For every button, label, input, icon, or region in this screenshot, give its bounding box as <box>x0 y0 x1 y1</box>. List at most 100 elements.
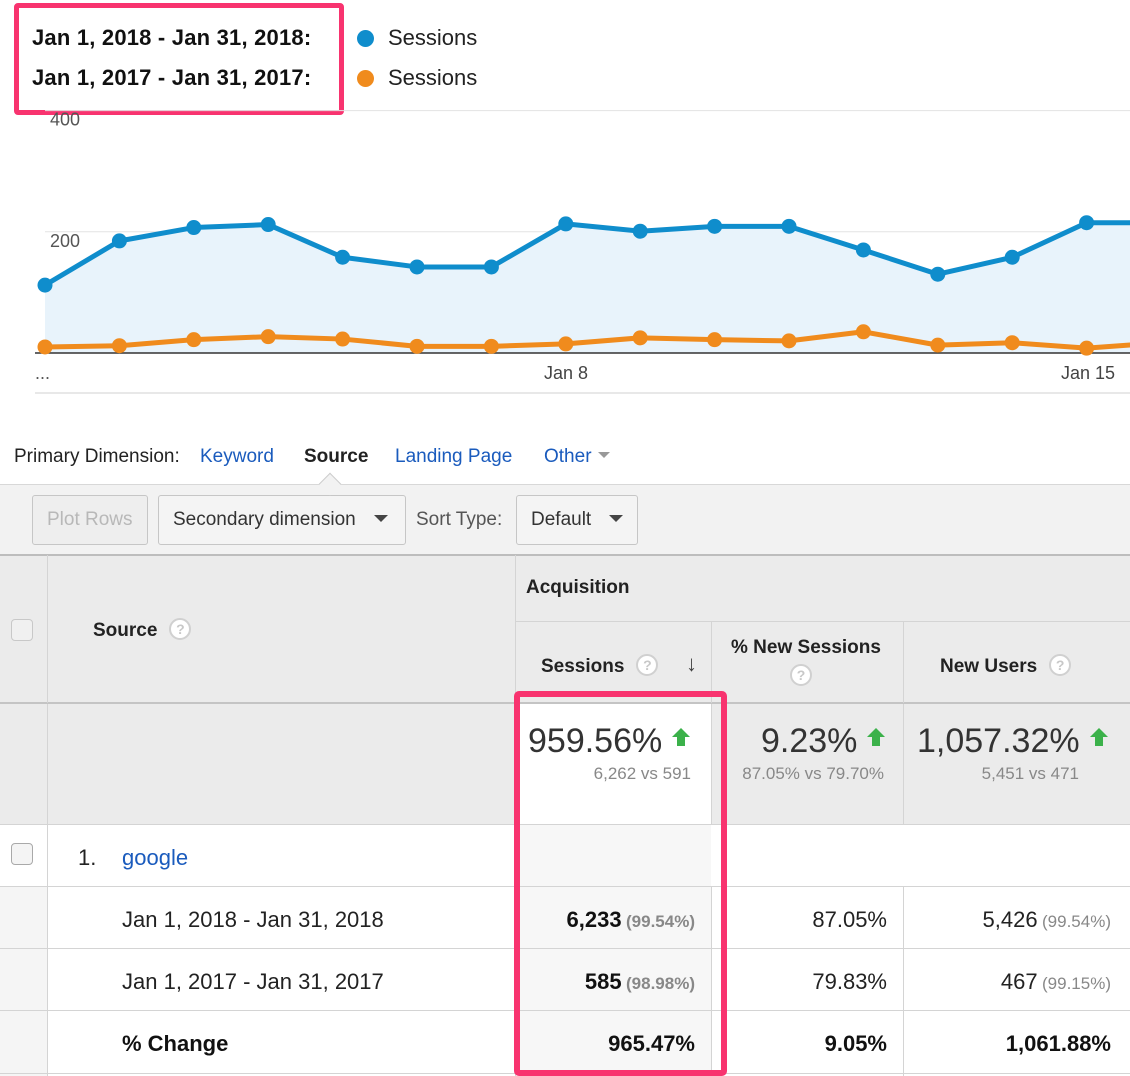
col-divider <box>711 704 712 825</box>
sort-descending-icon[interactable]: ↓ <box>686 651 697 676</box>
data-point-previous <box>558 336 574 352</box>
help-icon[interactable]: ? <box>790 664 812 686</box>
sessions-2018: 6,233 (99.54%) <box>567 907 696 933</box>
tab-other[interactable]: Other <box>544 446 610 468</box>
new-users-header-label: New Users <box>940 656 1038 677</box>
sessions-2018-pct: (99.54%) <box>626 912 695 931</box>
sessions-2017-value: 585 <box>584 969 622 994</box>
sessions-line-chart: 400 200... Jan 8 Jan 15 <box>35 110 1130 394</box>
row-checkbox[interactable] <box>11 843 33 865</box>
legend-date-range-previous: Jan 1, 2017 - Jan 31, 2017: <box>32 65 312 90</box>
total-sessions-value: 959.56% <box>528 722 663 760</box>
row-divider <box>0 886 1130 887</box>
legend-highlight-box <box>14 3 344 115</box>
group-divider <box>515 621 1130 622</box>
sub-row-label-2018: Jan 1, 2018 - Jan 31, 2018 <box>122 907 384 932</box>
arrow-up-icon <box>867 728 886 746</box>
secondary-dimension-dropdown[interactable]: Secondary dimension <box>158 495 406 545</box>
total-new-users-change: 1,057.32% <box>917 722 1108 761</box>
data-point-previous <box>335 331 351 347</box>
tab-source[interactable]: Source <box>304 446 369 467</box>
total-new-sessions-compare: 87.05% vs 79.70% <box>742 764 884 783</box>
col-divider <box>903 621 904 703</box>
legend-metric-previous: Sessions <box>388 65 478 90</box>
arrow-up-icon <box>1089 728 1108 746</box>
sub-sessions-column <box>515 887 711 1076</box>
sub-row-label-2017: Jan 1, 2017 - Jan 31, 2017 <box>122 969 384 994</box>
totals-sessions-cell <box>515 704 711 825</box>
col-divider <box>711 621 712 703</box>
select-all-checkbox[interactable] <box>11 619 33 641</box>
col-divider <box>903 704 904 825</box>
data-point-previous <box>37 339 53 355</box>
new-users-column-header[interactable]: New Users? <box>940 654 1072 678</box>
data-point-previous <box>930 337 946 353</box>
legend-dot-current-icon <box>357 30 374 47</box>
new-users-2018: 5,426 (99.54%) <box>983 907 1112 933</box>
x-tick-label: Jan 8 <box>544 363 588 383</box>
data-point-current <box>483 259 499 275</box>
col-divider <box>47 555 48 703</box>
sort-type-value: Default <box>531 509 592 530</box>
chevron-down-icon <box>597 452 610 458</box>
row-index: 1. <box>78 845 97 870</box>
x-tick-label: ... <box>35 363 50 383</box>
col-divider <box>711 887 712 1076</box>
data-point-previous <box>707 332 723 348</box>
tab-other-label: Other <box>544 446 592 467</box>
data-point-current <box>409 259 425 275</box>
chart-legend: Jan 1, 2018 - Jan 31, 2018: Jan 1, 2017 … <box>14 3 614 115</box>
source-link-google[interactable]: google <box>122 845 189 870</box>
google-sessions-cell <box>515 825 711 887</box>
help-icon[interactable]: ? <box>636 654 659 676</box>
new-users-2017-pct: (99.15%) <box>1042 974 1111 993</box>
help-icon[interactable]: ? <box>1049 654 1072 676</box>
total-new-sessions-change: 9.23% <box>761 722 886 761</box>
plot-rows-button[interactable]: Plot Rows <box>32 495 148 545</box>
chevron-down-icon <box>373 515 388 522</box>
data-point-current <box>186 220 202 236</box>
data-point-previous <box>186 332 202 348</box>
col-divider <box>903 887 904 1076</box>
source-column-header[interactable]: Source? <box>93 618 192 642</box>
sessions-2017: 585 (98.98%) <box>585 969 695 995</box>
new-sessions-2017: 79.83% <box>812 969 887 994</box>
legend-dot-previous-icon <box>357 70 374 87</box>
sort-type-dropdown[interactable]: Default <box>516 495 638 545</box>
header-bottom-border <box>0 702 1130 704</box>
new-sessions-2018: 87.05% <box>812 907 887 932</box>
secondary-dimension-label: Secondary dimension <box>173 509 356 530</box>
data-point-previous <box>1079 340 1095 356</box>
sessions-2017-pct: (98.98%) <box>626 974 695 993</box>
new-users-2018-pct: (99.54%) <box>1042 912 1111 931</box>
sessions-change: 965.47% <box>608 1031 695 1056</box>
col-divider <box>47 704 48 825</box>
data-point-current <box>558 216 574 232</box>
sessions-column-header[interactable]: Sessions? <box>541 654 659 678</box>
new-users-change: 1,061.88% <box>1005 1031 1111 1056</box>
data-point-previous <box>855 324 871 340</box>
new-sessions-help: ? <box>790 664 812 687</box>
data-point-current <box>1004 249 1020 265</box>
col-divider <box>47 825 48 1076</box>
data-point-current <box>632 223 648 239</box>
data-point-current <box>111 233 127 249</box>
sub-row-label-change: % Change <box>122 1031 229 1056</box>
new-users-2018-value: 5,426 <box>982 907 1038 932</box>
table-toolbar: Plot Rows Secondary dimension Sort Type:… <box>0 484 1130 554</box>
data-point-current <box>707 218 723 234</box>
help-icon[interactable]: ? <box>169 618 192 640</box>
legend-metric-current: Sessions <box>388 25 478 50</box>
x-tick-label: Jan 15 <box>1061 363 1115 383</box>
sessions-column-highlight <box>514 691 727 1076</box>
data-point-previous <box>111 338 127 354</box>
tab-keyword[interactable]: Keyword <box>200 446 274 467</box>
tab-landing-page[interactable]: Landing Page <box>395 446 513 467</box>
data-point-previous <box>409 338 425 354</box>
data-point-previous <box>781 333 797 349</box>
new-sessions-column-header[interactable]: % New Sessions <box>731 637 881 658</box>
col-divider <box>515 555 516 703</box>
sessions-2018-value: 6,233 <box>566 907 622 932</box>
total-new-users-compare: 5,451 vs 471 <box>981 764 1079 783</box>
data-point-previous <box>1004 335 1020 351</box>
